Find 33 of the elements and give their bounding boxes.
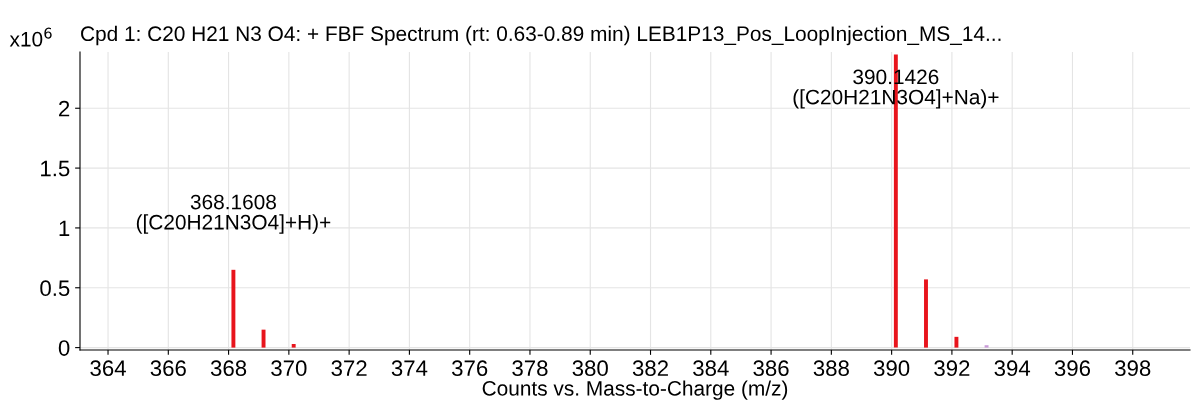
y-tick-label: 1 (59, 220, 70, 236)
x-tick-label: 378 (512, 360, 548, 377)
x-axis-title: Counts vs. Mass-to-Charge (m/z) (482, 380, 788, 400)
x-tick-label: 382 (632, 360, 668, 377)
bar (261, 329, 266, 348)
x-tick-label: 368 (210, 360, 247, 377)
bar (291, 344, 296, 348)
chart-title: Cpd 1: C20 H21 N3 O4: + FBF Spectrum (rt: 0.63-0.89 min) LEB1P13_Pos_LoopInjection_MS_14... (81, 25, 1001, 46)
annotation: 368.1608 ([C20H21N3O4]+H)+ (136, 194, 331, 234)
x-tick-label: 380 (572, 360, 608, 377)
x-tick-label: 386 (753, 360, 789, 377)
y-tick-label: 0 (58, 340, 70, 356)
bar (984, 345, 989, 348)
x-tick-label: 376 (452, 360, 488, 377)
y-tick-label: 1.5 (41, 160, 70, 177)
x-tick-label: 374 (391, 360, 428, 377)
x-tick-label: 370 (271, 360, 307, 377)
bar (924, 279, 928, 348)
bar (231, 269, 236, 348)
x-tick-label: 384 (693, 360, 729, 377)
x-tick-label: 366 (150, 360, 186, 377)
y-tick-label: 2 (59, 100, 70, 117)
x-tick-label: 396 (1054, 360, 1091, 377)
x-tick-label: 390 (873, 360, 910, 377)
y-tick-label: 0.5 (40, 280, 70, 297)
y-axis-title: x10$^{6}$ (9, 27, 52, 47)
x-tick-label: 398 (1115, 360, 1151, 377)
x-tick-label: 372 (331, 360, 367, 377)
x-tick-label: 388 (813, 360, 849, 377)
x-tick-label: 394 (994, 360, 1031, 377)
x-tick-label: 392 (934, 360, 970, 377)
bar (954, 336, 959, 348)
x-tick-label: 364 (90, 360, 126, 377)
